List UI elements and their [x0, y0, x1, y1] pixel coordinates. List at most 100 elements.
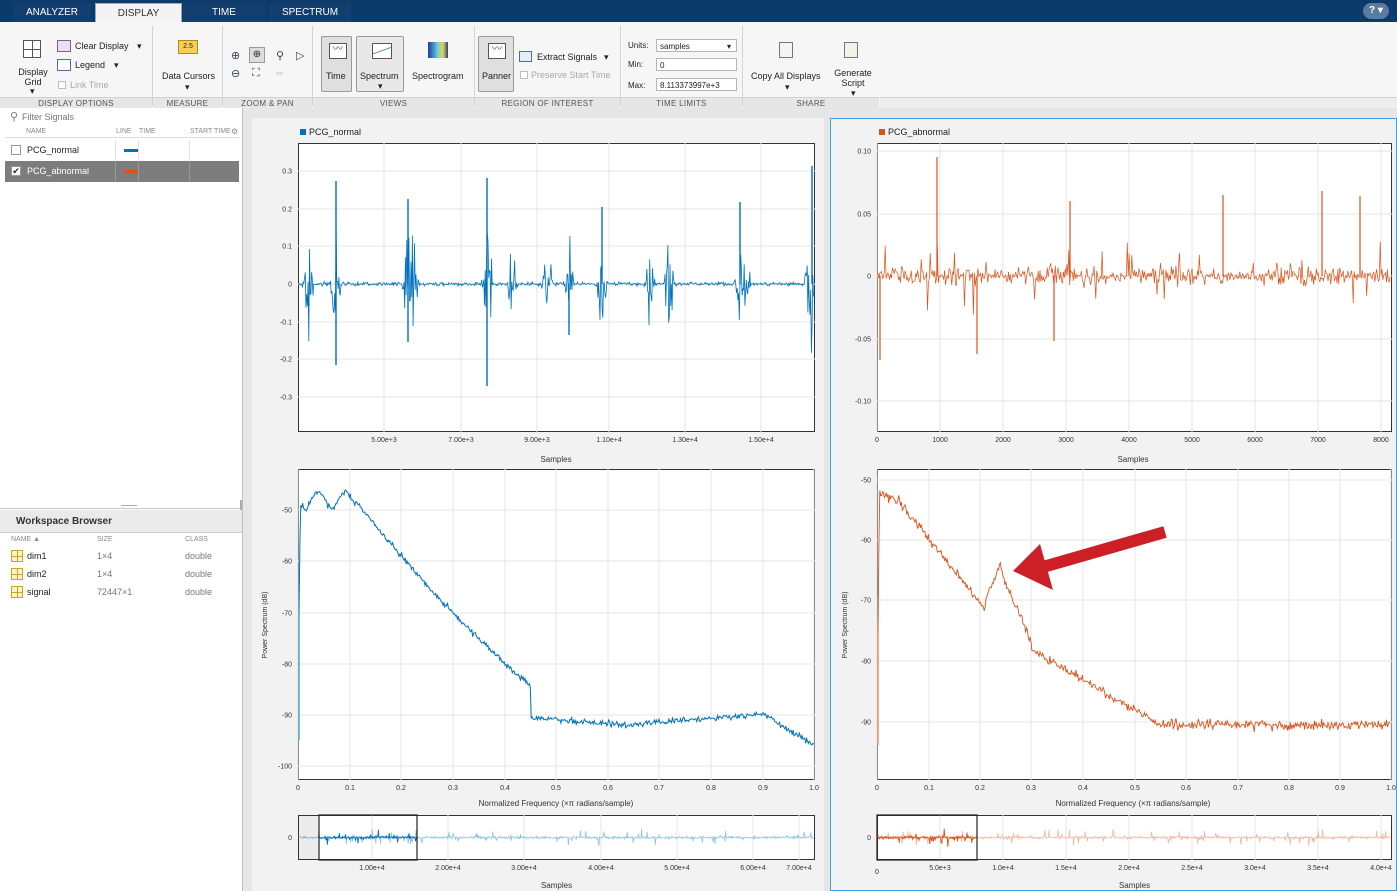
- extract-signals-button[interactable]: Extract Signals: [537, 52, 598, 62]
- clear-display-dropdown-icon[interactable]: ▾: [137, 41, 142, 51]
- preserve-start-time-checkbox[interactable]: [520, 71, 528, 79]
- signal-row-pcg-abnormal[interactable]: ✔ PCG_abnormal: [5, 161, 239, 182]
- x-tick-label: 7000: [1310, 437, 1326, 444]
- x-tick-label: 6.00e+4: [740, 865, 766, 872]
- panel-splitter[interactable]: [0, 508, 242, 509]
- variable-name: signal: [27, 587, 51, 597]
- header-time[interactable]: TIME: [139, 128, 156, 135]
- section-share: SHARE: [743, 97, 879, 109]
- spectrum-dropdown-icon[interactable]: ▾: [378, 81, 383, 91]
- units-select[interactable]: samples ▾: [656, 39, 737, 52]
- tab-time[interactable]: TIME: [183, 3, 265, 22]
- y-tick-label: 0.2: [282, 207, 292, 214]
- spectrum-view-icon: [372, 43, 392, 59]
- y-tick-label: -70: [861, 598, 871, 605]
- x-tick-label: 1.50e+4: [748, 437, 774, 444]
- spectrogram-view-button[interactable]: Spectrogram: [412, 71, 464, 81]
- gear-icon[interactable]: ⚙: [231, 127, 239, 136]
- legend-dropdown-icon[interactable]: ▾: [114, 60, 119, 70]
- link-time-checkbox[interactable]: [58, 81, 66, 89]
- display-grid-button[interactable]: Display Grid: [18, 67, 48, 87]
- workspace-row-signal[interactable]: signal 72447×1 double: [11, 585, 231, 601]
- zoom-x-icon[interactable]: ⊕: [249, 47, 265, 63]
- tab-spectrum[interactable]: SPECTRUM: [269, 3, 351, 22]
- x-tick-label: 2.0e+4: [1118, 865, 1140, 872]
- extract-signals-dropdown-icon[interactable]: ▾: [604, 52, 609, 62]
- spectrum-view-button[interactable]: Spectrum ▾: [356, 36, 404, 92]
- trace-spectrum-abnormal: [877, 490, 1391, 745]
- copy-dropdown-icon[interactable]: ▾: [785, 82, 790, 92]
- signal-name: PCG_abnormal: [27, 166, 90, 176]
- clear-display-icon[interactable]: [57, 40, 71, 52]
- max-field[interactable]: 8.113373997e+3: [656, 78, 737, 91]
- display-grid-icon[interactable]: [23, 40, 41, 58]
- data-cursors-dropdown-icon[interactable]: ▾: [185, 82, 190, 92]
- variable-size: 1×4: [97, 569, 113, 579]
- pan-icon[interactable]: ▷: [296, 50, 305, 62]
- time-axes-abnormal[interactable]: [877, 143, 1392, 432]
- ribbon: Display Grid ▾ Clear Display ▾ Legend ▾ …: [0, 22, 1397, 109]
- panner-button[interactable]: 〰 Panner: [478, 36, 514, 92]
- toolstrip-tabs: ANALYZER DISPLAY TIME SPECTRUM ? ▾: [0, 0, 1397, 23]
- min-field[interactable]: 0: [656, 58, 737, 71]
- filter-signals-input[interactable]: [22, 110, 232, 124]
- autoscale-icon[interactable]: ⇔: [274, 67, 285, 79]
- y-tick-label: -0.05: [855, 337, 871, 344]
- data-cursors-icon[interactable]: 2.5: [178, 40, 198, 54]
- zoom-in-icon[interactable]: ⊕: [231, 50, 241, 62]
- line-color-swatch[interactable]: [124, 170, 138, 173]
- x-tick-label: 1.0: [1386, 785, 1396, 792]
- y-tick-label: 0: [288, 282, 292, 289]
- workspace-row-dim2[interactable]: dim2 1×4 double: [11, 567, 231, 583]
- y-tick-label: -90: [861, 720, 871, 727]
- zoom-out-icon[interactable]: ⊖: [231, 68, 241, 80]
- header-name[interactable]: NAME: [26, 128, 47, 135]
- ws-header-class[interactable]: CLASS: [185, 536, 208, 543]
- section-zoom-pan: ZOOM & PAN: [223, 97, 312, 109]
- legend-button[interactable]: Legend: [75, 60, 106, 70]
- legend-icon[interactable]: [57, 59, 71, 71]
- tab-display[interactable]: DISPLAY: [95, 3, 182, 23]
- line-color-swatch[interactable]: [124, 149, 138, 152]
- x-axis-label: Samples: [541, 881, 572, 890]
- generate-script-icon[interactable]: [844, 42, 858, 58]
- spectrogram-icon[interactable]: [428, 42, 448, 58]
- header-line[interactable]: LINE: [116, 128, 132, 135]
- y-tick-label: 0.10: [857, 149, 871, 156]
- tab-analyzer[interactable]: ANALYZER: [13, 3, 91, 22]
- x-tick-label: 2000: [995, 437, 1011, 444]
- trace-time-abnormal: [877, 241, 1391, 315]
- signal-checkbox-pcg-abnormal[interactable]: ✔: [11, 166, 21, 176]
- variable-icon: [11, 586, 23, 598]
- generate-script-button[interactable]: Generate Script: [834, 68, 872, 88]
- y-tick-label: -70: [282, 611, 292, 618]
- x-tick-label: 0.3: [1026, 785, 1036, 792]
- x-axis-label: Samples: [1117, 455, 1148, 464]
- zoom-y-icon[interactable]: ⚲: [276, 50, 285, 62]
- copy-displays-icon[interactable]: [779, 42, 793, 58]
- y-axis-label: Power Spectrum (dB): [842, 592, 849, 659]
- legend-pcg-abnormal[interactable]: PCG_abnormal: [879, 127, 950, 137]
- y-tick-label: -60: [861, 538, 871, 545]
- extract-signals-icon[interactable]: [519, 51, 532, 62]
- x-tick-label: 4.0e+4: [1370, 865, 1392, 872]
- ws-header-size[interactable]: SIZE: [97, 536, 113, 543]
- x-tick-label: 0.2: [975, 785, 985, 792]
- section-views: VIEWS: [313, 97, 474, 109]
- x-tick-label: 0.4: [500, 785, 510, 792]
- display-grid-dropdown-icon[interactable]: ▾: [30, 86, 35, 96]
- header-start-time[interactable]: START TIME: [190, 128, 231, 135]
- fit-to-view-icon[interactable]: ⛶: [252, 67, 260, 79]
- clear-display-button[interactable]: Clear Display: [75, 41, 129, 51]
- help-button[interactable]: ? ▾: [1363, 3, 1389, 19]
- generate-script-dropdown-icon[interactable]: ▾: [851, 88, 856, 98]
- vertical-splitter-handle[interactable]: [240, 500, 242, 514]
- copy-all-displays-button[interactable]: Copy All Displays: [751, 71, 821, 81]
- variable-size: 1×4: [97, 551, 113, 561]
- time-view-button[interactable]: 〰 Time: [321, 36, 352, 92]
- data-cursors-button[interactable]: Data Cursors: [162, 71, 216, 81]
- legend-pcg-normal[interactable]: PCG_normal: [300, 127, 361, 137]
- signal-checkbox-pcg-normal[interactable]: [11, 145, 21, 155]
- workspace-row-dim1[interactable]: dim1 1×4 double: [11, 549, 231, 565]
- ws-header-name[interactable]: NAME ▲: [11, 536, 41, 543]
